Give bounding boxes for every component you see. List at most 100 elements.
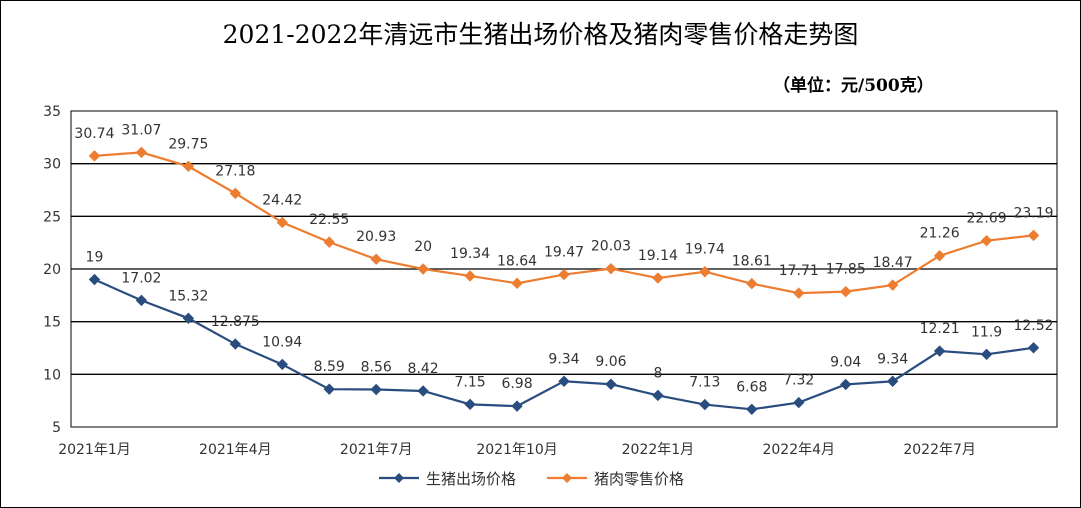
data-point-2 <box>88 150 101 162</box>
data-point-1 <box>135 294 148 307</box>
x-tick-label: 2021年7月 <box>340 442 413 458</box>
data-point-2 <box>605 262 617 275</box>
data-label-1: 17.02 <box>121 270 161 286</box>
legend-label-2: 猪肉零售价格 <box>594 470 684 488</box>
data-label-2: 19.34 <box>450 246 490 262</box>
y-tick-label: 35 <box>43 104 61 120</box>
data-point-1 <box>511 400 523 412</box>
y-tick-label: 30 <box>43 157 61 173</box>
legend-marker-2 <box>562 473 572 483</box>
data-label-1: 7.32 <box>783 373 814 389</box>
data-point-2 <box>980 234 993 247</box>
data-point-1 <box>746 403 758 416</box>
data-label-2: 22.55 <box>309 212 349 228</box>
data-label-2: 20.03 <box>591 239 631 255</box>
data-label-1: 11.9 <box>971 324 1002 340</box>
data-point-1 <box>1027 342 1040 354</box>
data-point-1 <box>323 383 335 395</box>
data-label-2: 31.07 <box>121 122 161 138</box>
data-point-1 <box>182 312 195 325</box>
data-label-1: 7.13 <box>689 375 720 391</box>
data-point-1 <box>229 338 242 350</box>
data-point-1 <box>793 396 805 409</box>
data-label-2: 17.71 <box>779 263 819 279</box>
data-label-2: 19.14 <box>638 248 678 264</box>
data-label-1: 9.06 <box>595 354 626 370</box>
data-point-2 <box>840 285 852 298</box>
x-tick-label: 2022年1月 <box>622 442 695 458</box>
data-point-1 <box>276 358 288 371</box>
data-point-2 <box>511 277 523 290</box>
data-point-2 <box>464 270 476 282</box>
data-point-1 <box>933 345 946 357</box>
data-point-2 <box>746 277 758 290</box>
data-label-1: 6.68 <box>736 379 767 395</box>
y-tick-label: 5 <box>52 420 61 436</box>
data-point-1 <box>88 273 101 286</box>
data-point-2 <box>933 250 946 262</box>
legend-marker-1 <box>394 473 404 483</box>
data-label-2: 22.69 <box>967 211 1007 227</box>
data-label-1: 12.875 <box>211 314 260 330</box>
data-point-1 <box>370 383 382 396</box>
data-label-2: 29.75 <box>168 136 208 152</box>
data-label-1: 9.34 <box>548 351 579 367</box>
data-label-2: 17.85 <box>826 262 866 278</box>
data-label-2: 19.47 <box>544 245 584 261</box>
x-tick-label: 2021年1月 <box>58 442 131 458</box>
y-tick-label: 15 <box>43 315 61 331</box>
data-label-1: 10.94 <box>262 334 302 350</box>
data-point-1 <box>558 375 570 387</box>
data-point-1 <box>886 375 899 387</box>
x-tick-label: 2022年4月 <box>762 442 835 458</box>
data-point-1 <box>699 398 711 411</box>
data-point-1 <box>605 378 617 390</box>
y-tick-label: 20 <box>43 262 61 278</box>
data-label-1: 19 <box>86 250 104 266</box>
data-label-1: 8.42 <box>408 361 439 377</box>
data-label-1: 15.32 <box>168 288 208 304</box>
legend: 生猪出场价格 猪肉零售价格 <box>379 470 684 488</box>
data-label-2: 19.74 <box>685 242 725 258</box>
data-label-1: 6.98 <box>501 376 532 392</box>
data-label-2: 20 <box>414 239 432 255</box>
data-point-1 <box>464 398 476 411</box>
y-tick-label: 25 <box>43 209 61 225</box>
data-label-1: 8.59 <box>314 359 345 375</box>
data-label-2: 18.47 <box>873 255 913 271</box>
data-point-2 <box>699 266 711 278</box>
data-label-1: 12.52 <box>1013 318 1053 334</box>
x-tick-label: 2022年7月 <box>903 442 976 458</box>
data-label-2: 18.61 <box>732 254 772 270</box>
data-label-1: 8 <box>653 365 662 381</box>
data-point-2 <box>558 268 570 281</box>
x-tick-label: 2021年4月 <box>199 442 272 458</box>
data-point-1 <box>980 348 993 361</box>
data-label-2: 30.74 <box>74 126 114 142</box>
data-point-2 <box>1027 229 1040 242</box>
data-point-2 <box>886 279 899 291</box>
data-point-2 <box>652 272 664 284</box>
data-label-1: 12.21 <box>920 321 960 337</box>
data-label-1: 8.56 <box>361 360 392 376</box>
data-label-2: 18.64 <box>497 253 537 269</box>
data-point-2 <box>417 263 429 275</box>
legend-label-1: 生猪出场价格 <box>426 470 516 488</box>
x-tick-label: 2021年10月 <box>476 442 557 458</box>
data-label-2: 20.93 <box>356 229 396 245</box>
chart-title: 2021-2022年清远市生猪出场价格及猪肉零售价格走势图 <box>222 20 859 49</box>
y-tick-label: 10 <box>43 367 61 383</box>
data-point-2 <box>182 160 195 173</box>
data-label-2: 23.19 <box>1013 205 1053 221</box>
unit-note: （单位：元/500克） <box>773 76 934 96</box>
data-point-1 <box>652 389 664 402</box>
data-label-2: 24.42 <box>262 192 302 208</box>
data-point-2 <box>135 146 148 159</box>
data-point-2 <box>323 236 335 248</box>
data-label-1: 7.15 <box>455 374 486 390</box>
data-point-2 <box>793 287 805 299</box>
data-label-1: 9.34 <box>877 351 908 367</box>
data-point-2 <box>276 216 288 229</box>
